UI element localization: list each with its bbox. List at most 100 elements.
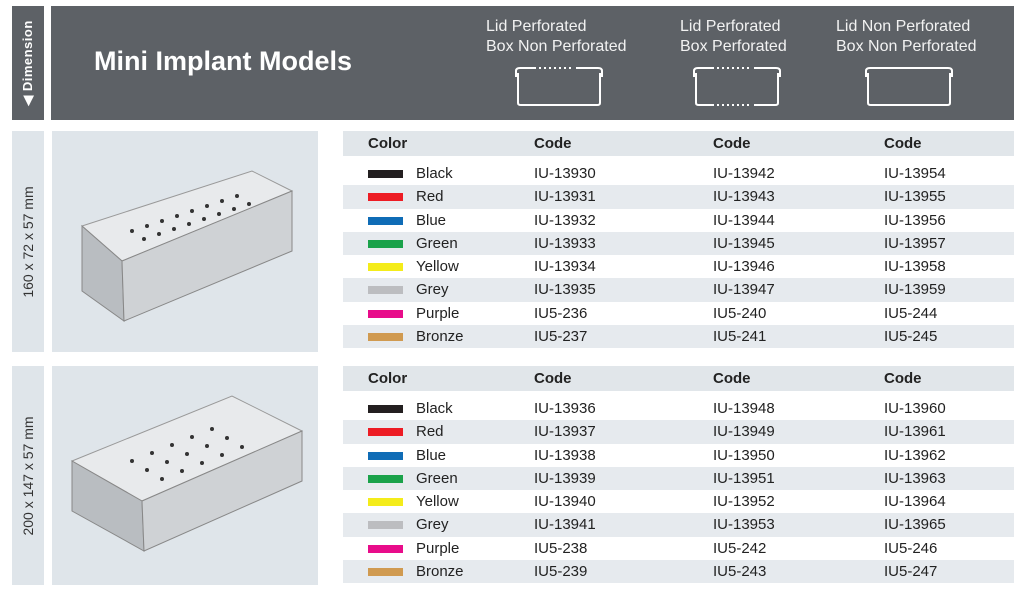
table-row: Purple IU5-238 IU5-242 IU5-246 bbox=[343, 537, 1014, 560]
color-name: Bronze bbox=[416, 328, 464, 346]
color-name: Red bbox=[416, 188, 444, 206]
product-code: IU-13933 bbox=[534, 234, 596, 252]
dimension-text: 200 x 147 x 57 mm bbox=[20, 415, 36, 536]
table-row: Yellow IU-13940 IU-13952 IU-13964 bbox=[343, 490, 1014, 513]
product-code: IU-13934 bbox=[534, 258, 596, 276]
variant-line1: Lid Perforated bbox=[680, 18, 781, 35]
dimension-text: 160 x 72 x 57 mm bbox=[20, 185, 36, 298]
color-name: Yellow bbox=[416, 493, 459, 511]
color-name: Black bbox=[416, 165, 453, 182]
product-code: IU-13939 bbox=[534, 469, 596, 487]
codes-table-200x147x57: Color Code Code Code Black IU-13936 IU-13948 IU… bbox=[343, 366, 1014, 584]
color-header: Color bbox=[368, 135, 408, 152]
product-code: IU5-240 bbox=[713, 304, 767, 322]
product-code: IU-13960 bbox=[884, 400, 946, 417]
color-swatch bbox=[368, 239, 403, 248]
color-swatch bbox=[368, 309, 403, 318]
code-header: Code bbox=[713, 370, 751, 387]
product-code: IU5-236 bbox=[534, 304, 588, 322]
color-swatch bbox=[368, 405, 403, 413]
product-code: IU-13965 bbox=[884, 516, 946, 534]
sort-arrow-icon: ◀ bbox=[20, 95, 35, 106]
product-image-small-box bbox=[52, 131, 318, 352]
variant-line1: Lid Perforated bbox=[486, 18, 587, 35]
product-code: IU5-247 bbox=[884, 563, 938, 581]
section-dimension-2: 200 x 147 x 57 mm bbox=[12, 366, 44, 585]
variant-lid-perforated-box-perforated: Lid Perforated Box Perforated bbox=[680, 17, 790, 109]
code-header: Code bbox=[884, 135, 922, 152]
color-swatch bbox=[368, 474, 403, 483]
product-code: IU-13950 bbox=[713, 446, 775, 464]
dimension-label: Dimension bbox=[20, 20, 35, 92]
page-title: Mini Implant Models bbox=[94, 46, 353, 76]
color-name: Green bbox=[416, 469, 458, 487]
table-header-row: Color Code Code Code bbox=[343, 131, 1014, 156]
color-swatch bbox=[368, 498, 403, 507]
table-row: Blue IU-13938 IU-13950 IU-13962 bbox=[343, 444, 1014, 467]
color-name: Purple bbox=[416, 539, 460, 557]
color-swatch bbox=[368, 521, 403, 530]
table-row: Green IU-13939 IU-13951 IU-13963 bbox=[343, 466, 1014, 491]
product-code: IU-13959 bbox=[884, 281, 946, 299]
product-code: IU-13948 bbox=[713, 400, 775, 417]
product-code: IU-13964 bbox=[884, 493, 946, 511]
product-code: IU-13953 bbox=[713, 516, 775, 534]
color-name: Grey bbox=[416, 516, 449, 534]
product-code: IU-13940 bbox=[534, 493, 596, 511]
product-code: IU5-237 bbox=[534, 328, 588, 346]
product-code: IU-13961 bbox=[884, 423, 946, 441]
product-code: IU-13942 bbox=[713, 165, 775, 182]
product-code: IU-13954 bbox=[884, 165, 946, 182]
code-header: Code bbox=[534, 135, 572, 152]
color-swatch bbox=[368, 263, 403, 272]
product-code: IU-13931 bbox=[534, 188, 596, 206]
product-code: IU-13957 bbox=[884, 234, 946, 252]
product-code: IU-13958 bbox=[884, 258, 946, 276]
product-code: IU-13930 bbox=[534, 165, 596, 182]
product-code: IU5-246 bbox=[884, 539, 938, 557]
variant-lid-perforated-box-non-perforated: Lid Perforated Box Non Perforated bbox=[486, 17, 627, 109]
product-code: IU-13945 bbox=[713, 234, 775, 252]
product-code: IU5-244 bbox=[884, 304, 938, 322]
color-name: Red bbox=[416, 423, 444, 441]
color-name: Blue bbox=[416, 211, 447, 229]
product-code: IU-13936 bbox=[534, 400, 596, 417]
table-row: Black IU-13930 IU-13942 IU-13954 bbox=[343, 162, 1014, 185]
product-code: IU-13932 bbox=[534, 211, 596, 229]
table-header-row: Color Code Code Code bbox=[343, 366, 1014, 391]
code-header: Code bbox=[713, 135, 751, 152]
product-code: IU-13947 bbox=[713, 281, 775, 299]
product-code: IU-13941 bbox=[534, 516, 596, 534]
table-row: Grey IU-13941 IU-13953 IU-13965 bbox=[343, 513, 1014, 537]
color-swatch bbox=[368, 333, 403, 342]
section-dimension-1: 160 x 72 x 57 mm bbox=[12, 131, 44, 352]
color-name: Black bbox=[416, 400, 453, 417]
dimension-column-header: ◀ Dimension bbox=[12, 6, 44, 120]
table-row: Blue IU-13932 IU-13944 IU-13956 bbox=[343, 209, 1014, 232]
variant-line2: Box Perforated bbox=[680, 38, 787, 55]
color-swatch bbox=[368, 193, 403, 202]
product-code: IU-13963 bbox=[884, 469, 946, 487]
product-code: IU-13955 bbox=[884, 188, 946, 206]
product-code: IU-13956 bbox=[884, 211, 946, 229]
color-swatch bbox=[368, 428, 403, 437]
color-name: Green bbox=[416, 234, 458, 252]
color-swatch bbox=[368, 451, 403, 460]
product-code: IU-13952 bbox=[713, 493, 775, 511]
color-swatch bbox=[368, 286, 403, 295]
color-name: Bronze bbox=[416, 563, 464, 581]
table-row: Red IU-13931 IU-13943 IU-13955 bbox=[343, 185, 1014, 209]
product-code: IU-13951 bbox=[713, 469, 775, 487]
product-code: IU5-242 bbox=[713, 539, 767, 557]
table-row: Purple IU5-236 IU5-240 IU5-244 bbox=[343, 302, 1014, 325]
product-code: IU-13944 bbox=[713, 211, 775, 229]
color-name: Grey bbox=[416, 281, 449, 299]
product-code: IU-13943 bbox=[713, 188, 775, 206]
color-swatch bbox=[368, 170, 403, 178]
table-row: Bronze IU5-237 IU5-241 IU5-245 bbox=[343, 325, 1014, 349]
table-row: Red IU-13937 IU-13949 IU-13961 bbox=[343, 420, 1014, 444]
variant-line1: Lid Non Perforated bbox=[836, 18, 971, 35]
color-header: Color bbox=[368, 370, 408, 387]
product-code: IU-13938 bbox=[534, 446, 596, 464]
color-name: Yellow bbox=[416, 258, 459, 276]
